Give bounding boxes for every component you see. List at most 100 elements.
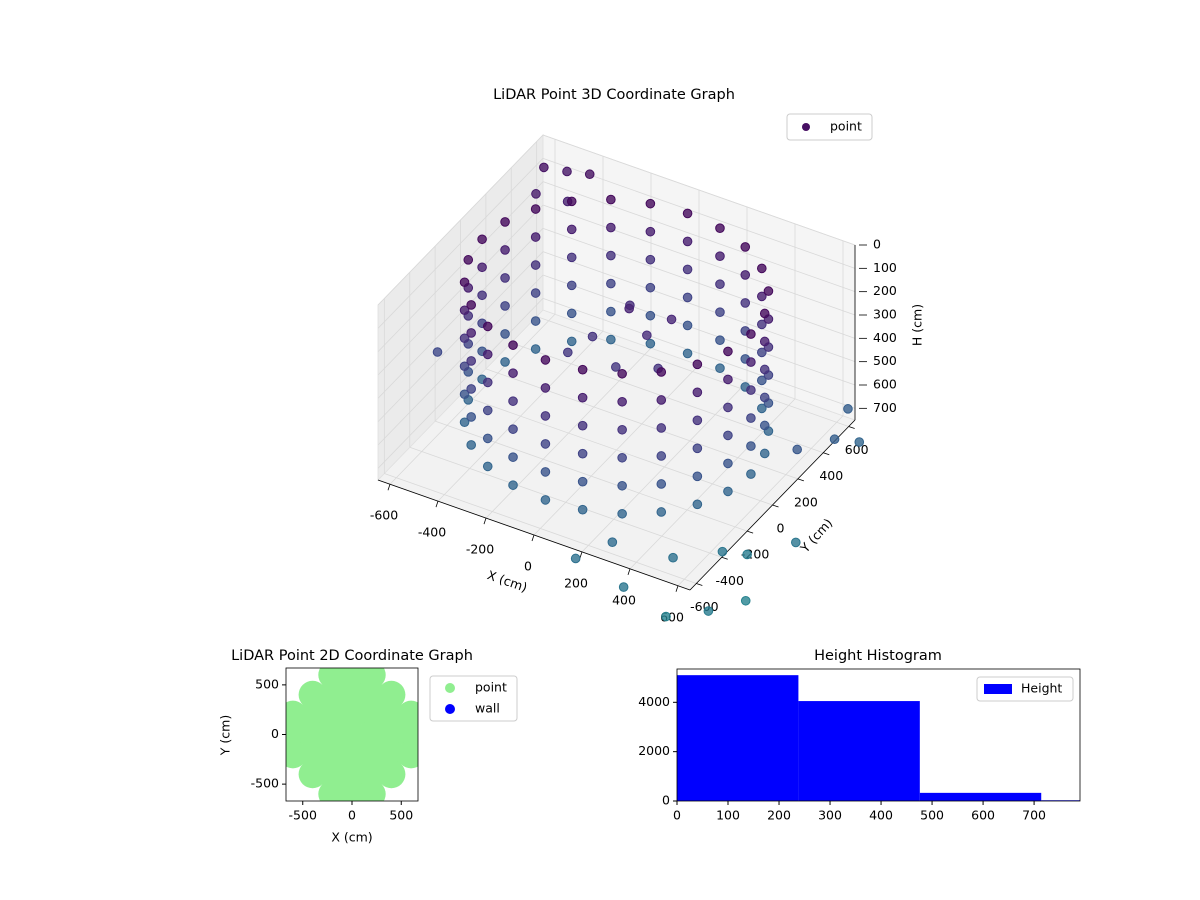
point <box>459 417 470 428</box>
grid-line <box>377 274 544 446</box>
x-tick <box>483 517 487 525</box>
x-tick-label: 400 <box>612 592 636 607</box>
point <box>611 362 621 372</box>
point <box>617 424 627 435</box>
grid-line <box>542 274 856 386</box>
point <box>466 328 476 338</box>
point <box>463 255 474 265</box>
y-tick-label: 600 <box>845 442 869 457</box>
point <box>377 760 406 789</box>
point <box>759 336 770 347</box>
point <box>715 363 725 373</box>
chart-title: LiDAR Point 3D Coordinate Graph <box>493 87 735 103</box>
grid-line <box>384 473 697 584</box>
point <box>466 300 476 310</box>
point <box>482 321 493 332</box>
point <box>723 458 733 469</box>
x-tick <box>387 484 391 491</box>
point <box>759 420 770 431</box>
point <box>740 595 751 606</box>
point <box>508 340 518 350</box>
point <box>357 700 386 729</box>
point <box>757 375 767 386</box>
point <box>377 720 406 749</box>
point <box>645 282 656 293</box>
point <box>539 162 549 173</box>
point <box>477 234 487 245</box>
point <box>692 471 703 482</box>
point <box>500 217 510 227</box>
point <box>617 368 627 379</box>
point <box>477 290 487 301</box>
point <box>338 760 366 789</box>
point <box>459 305 470 316</box>
z-axis-label: H (cm) <box>910 304 925 346</box>
point <box>742 549 752 560</box>
x-tick-label: 0 <box>524 559 532 574</box>
point <box>656 507 667 517</box>
point <box>642 330 652 341</box>
point <box>829 434 840 445</box>
point <box>577 364 588 375</box>
x-tick-label: -500 <box>289 808 317 823</box>
point <box>759 448 770 459</box>
point <box>843 404 853 414</box>
x-tick-label: 500 <box>920 808 944 823</box>
point <box>508 452 518 462</box>
z-tick-label: 0 <box>873 237 881 252</box>
point <box>606 222 616 233</box>
axes-hist: 0 100 200 300 400 500 600 700 0 2000 4000 Height Hi… <box>638 648 1081 823</box>
y-tick <box>797 478 805 482</box>
y-tick <box>848 426 855 429</box>
point <box>432 347 443 357</box>
point <box>459 361 470 372</box>
x-tick-label: 600 <box>971 808 995 823</box>
grid-line <box>377 228 544 399</box>
point <box>746 441 756 451</box>
point <box>540 383 551 393</box>
x-tick-label: 500 <box>389 808 413 823</box>
legend-label: Height <box>1021 681 1062 696</box>
x-tick <box>579 551 583 559</box>
point <box>530 204 541 214</box>
x-axis-line <box>377 479 691 591</box>
plot-frame <box>676 668 1081 802</box>
y-tick-label: 0 <box>777 521 785 536</box>
grid-line <box>377 204 544 376</box>
point <box>740 242 751 252</box>
point <box>692 387 703 398</box>
point <box>645 254 656 265</box>
legend-box <box>976 676 1074 702</box>
y-tick-label: 4000 <box>638 694 670 709</box>
x-tick <box>435 501 439 508</box>
points-2d <box>286 668 418 801</box>
y-tick <box>772 504 779 508</box>
axes-2d: point wall -500 0 500 -500 0 500 LiDAR Point 2D … <box>218 648 518 845</box>
grid-line <box>460 394 773 506</box>
point <box>508 396 518 406</box>
legend-marker <box>445 704 455 714</box>
legend-box <box>786 113 873 141</box>
y-tick <box>721 556 728 560</box>
point <box>338 680 366 709</box>
z-tick-label: 200 <box>873 283 897 298</box>
point <box>757 403 767 414</box>
point <box>500 357 510 367</box>
point <box>740 298 751 308</box>
point <box>792 444 802 455</box>
point <box>656 451 667 461</box>
z-tick-label: 400 <box>873 330 897 345</box>
point <box>666 314 677 325</box>
z-tick-label: 500 <box>873 353 897 368</box>
point <box>482 433 493 444</box>
point <box>723 486 733 497</box>
grid-line <box>485 368 799 480</box>
point <box>482 461 493 472</box>
y-tick-label: 2000 <box>638 743 670 758</box>
point <box>566 252 577 263</box>
bar <box>919 792 1042 801</box>
point <box>377 680 406 709</box>
point <box>723 346 733 357</box>
x-tick-label: -200 <box>466 542 494 557</box>
point <box>563 347 573 358</box>
